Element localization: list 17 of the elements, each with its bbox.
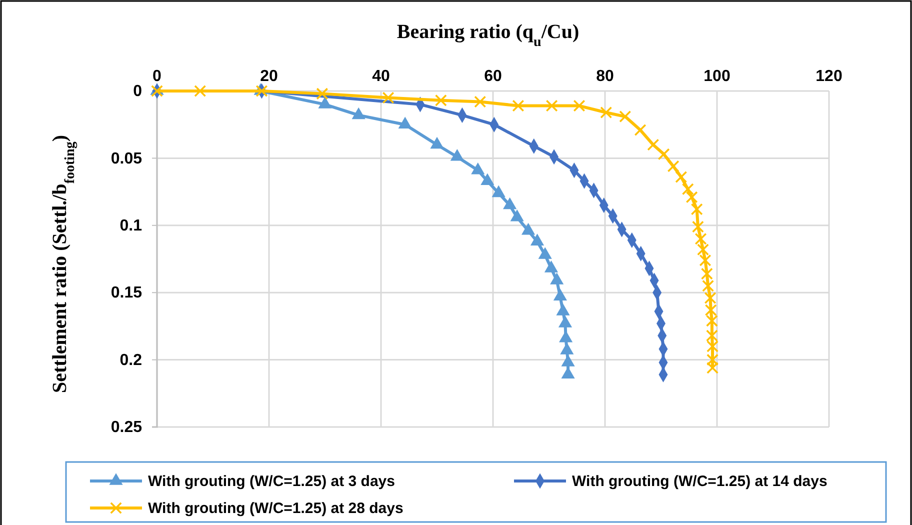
x-tick-label: 100 <box>704 68 730 85</box>
x-tick-label: 0 <box>152 68 162 85</box>
y-tick-label: 0.2 <box>120 352 142 369</box>
legend-label: With grouting (W/C=1.25) at 3 days <box>148 473 395 490</box>
x-tick-label: 120 <box>816 68 842 85</box>
legend-label: With grouting (W/C=1.25) at 14 days <box>572 473 828 490</box>
x-tick-label: 40 <box>372 68 390 85</box>
x-tick-label: 60 <box>484 68 502 85</box>
legend-label: With grouting (W/C=1.25) at 28 days <box>148 500 404 517</box>
y-tick-label: 0.15 <box>110 284 142 302</box>
y-tick-label: 0.25 <box>110 419 142 436</box>
x-tick-label: 20 <box>260 68 278 85</box>
y-tick-label: 0 <box>133 83 142 100</box>
x-axis-title: Bearing ratio (q$_{u}$/Cu) <box>396 21 580 50</box>
y-tick-label: 0.05 <box>110 150 142 168</box>
x-tick-label: 80 <box>596 68 614 85</box>
y-tick-label: 0.1 <box>120 218 142 235</box>
